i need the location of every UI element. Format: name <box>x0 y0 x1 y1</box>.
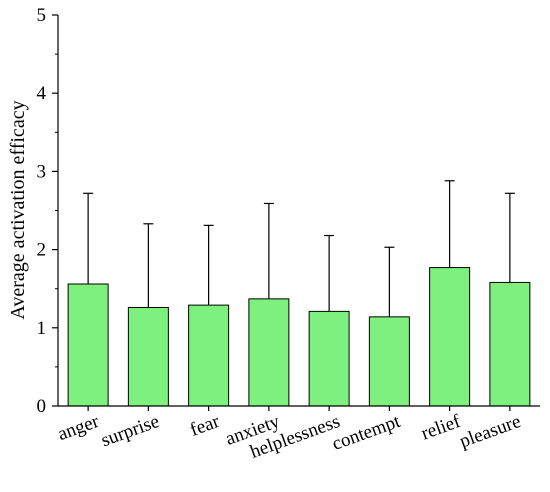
bar-fear <box>188 304 230 407</box>
bar-pleasure <box>489 281 531 407</box>
y-tick-label: 3 <box>37 161 47 182</box>
x-tick-label-contempt: contempt <box>329 411 403 455</box>
bar-relief <box>429 267 471 407</box>
y-tick-label: 4 <box>37 83 47 104</box>
x-tick-label-pleasure: pleasure <box>457 411 524 452</box>
bar-anxiety <box>248 298 290 407</box>
x-tick-label-fear: fear <box>187 411 223 441</box>
x-tick-label-relief: relief <box>418 411 463 445</box>
x-tick-label-anger: anger <box>55 411 102 445</box>
y-tick-label: 1 <box>37 318 47 339</box>
bar-helplessness <box>308 310 350 407</box>
bar-contempt <box>368 316 410 407</box>
y-tick-label: 2 <box>37 240 47 261</box>
bar-anger <box>67 283 109 407</box>
y-tick-label: 0 <box>37 396 47 417</box>
y-axis-title: Average activation efficacy <box>7 100 29 319</box>
y-tick-label: 5 <box>37 5 47 26</box>
bar-surprise <box>127 306 169 407</box>
x-tick-label-surprise: surprise <box>98 411 162 451</box>
